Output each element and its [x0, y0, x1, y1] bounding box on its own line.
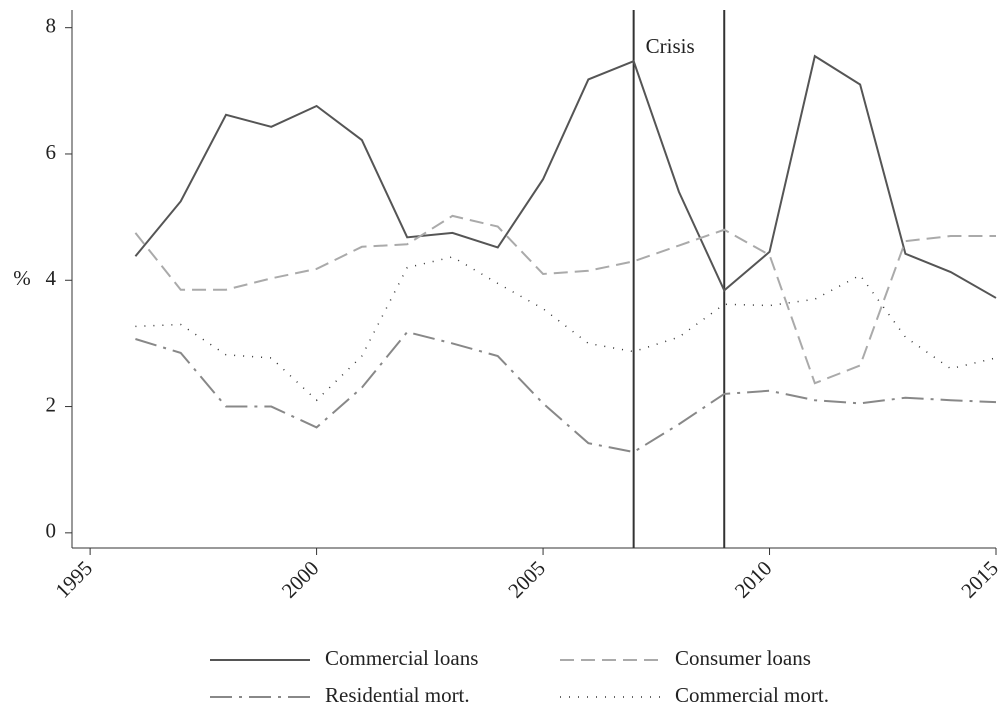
legend-label: Residential mort. — [325, 683, 470, 707]
x-tick-label: 2005 — [503, 556, 550, 603]
x-tick-label: 1995 — [50, 556, 97, 603]
x-tick-label: 2000 — [277, 556, 324, 603]
x-tick-label: 2015 — [956, 556, 1003, 603]
series-line — [135, 330, 997, 454]
y-tick-label: 6 — [46, 140, 57, 164]
y-axis-label: % — [13, 266, 31, 290]
legend-label: Commercial mort. — [675, 683, 829, 707]
series-line — [134, 214, 996, 385]
y-tick-label: 8 — [46, 13, 57, 37]
x-tick-label: 2010 — [730, 556, 777, 603]
legend-label: Commercial loans — [325, 646, 478, 670]
y-tick-label: 0 — [46, 519, 57, 543]
y-tick-label: 2 — [46, 392, 57, 416]
series-line — [134, 54, 997, 299]
y-tick-label: 4 — [46, 266, 57, 290]
annotation: Crisis — [646, 34, 695, 58]
legend-label: Consumer loans — [675, 646, 811, 670]
series-line — [135, 256, 997, 402]
